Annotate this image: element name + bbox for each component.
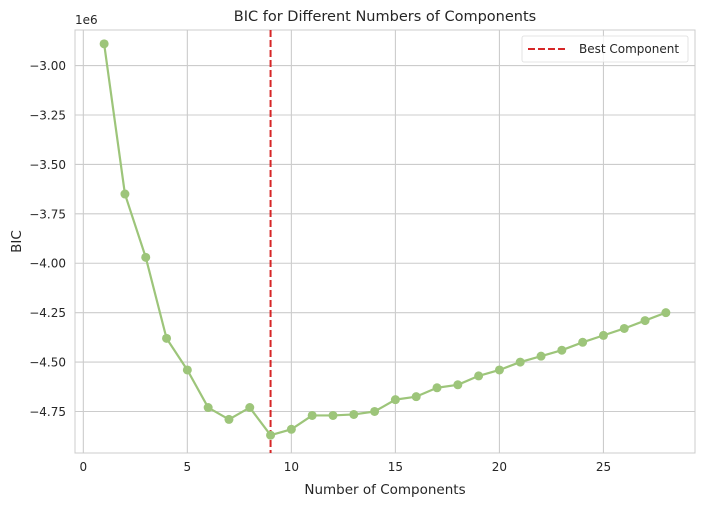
data-point [474,371,484,381]
data-point [182,365,192,375]
data-point [286,424,296,434]
legend: Best Component [521,35,689,63]
data-point [370,406,380,416]
series-layer [99,39,671,440]
y-tick-label: −3.25 [29,108,66,122]
y-tick-label: −3.00 [29,59,66,73]
y-offset-text: 1e6 [75,13,98,27]
data-point [557,345,567,355]
data-point [224,414,234,424]
data-point [578,337,588,347]
data-point [203,403,213,413]
data-point [266,430,276,440]
series-line [103,43,667,437]
plot-background [74,29,696,454]
x-axis-label: Number of Components [304,482,465,498]
y-tick-label: −4.25 [29,306,66,320]
data-point [661,308,671,318]
grid [75,30,695,453]
y-tick-labels: −3.00 −3.25 −3.50 −3.75 −4.00 −4.25 −4.50 −4.75 [29,59,66,419]
x-tick-label: 0 [80,460,88,474]
data-point [453,380,463,390]
x-tick-label: 5 [184,460,192,474]
data-point [141,252,151,262]
data-point [349,409,359,419]
data-point [515,357,525,367]
data-point [619,323,629,333]
data-point [120,189,130,199]
legend-label-best-component: Best Component [579,42,679,56]
legend-box [521,35,689,63]
y-tick-label: −4.00 [29,257,66,271]
y-axis-label: BIC [9,230,25,253]
data-point [640,316,650,326]
y-tick-label: −3.75 [29,207,66,221]
y-tick-label: −3.50 [29,158,66,172]
data-point [307,410,317,420]
y-tick-label: −4.75 [29,405,66,419]
data-point [494,365,504,375]
x-tick-label: 25 [596,460,611,474]
x-tick-label: 15 [388,460,403,474]
data-point [162,333,172,343]
data-point [99,39,109,49]
chart-title: BIC for Different Numbers of Components [234,9,536,25]
x-tick-labels: 0 5 10 15 20 25 [80,460,612,474]
data-point [536,351,546,361]
x-tick-label: 10 [284,460,299,474]
data-point [328,410,338,420]
data-point [390,395,400,405]
data-point [245,403,255,413]
data-point [432,383,442,393]
data-point [598,330,608,340]
x-tick-label: 20 [492,460,507,474]
y-tick-label: −4.50 [29,356,66,370]
data-point [411,392,421,402]
